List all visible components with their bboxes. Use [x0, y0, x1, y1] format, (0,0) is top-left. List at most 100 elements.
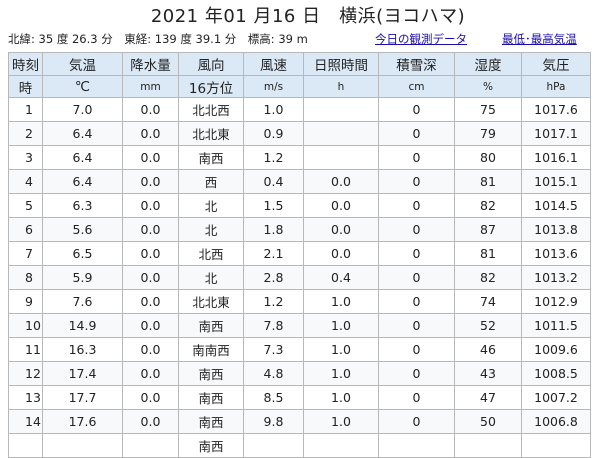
cell-sunshine — [303, 433, 379, 458]
cell-wind-direction: 北 — [178, 265, 244, 290]
cell-temperature: 7.6 — [42, 289, 123, 314]
cell-wind-speed: 1.5 — [243, 193, 304, 218]
unit-humidity: % — [454, 75, 522, 98]
cell-wind-speed: 1.2 — [243, 145, 304, 170]
table-body: 1 7.0 0.0 北北西 1.0 0 75 1017.6 2 6.4 0.0 北北東 0.9 0 79 10… — [8, 97, 591, 458]
cell-wind-direction: 南西 — [178, 361, 244, 386]
cell-sunshine: 0.0 — [303, 241, 379, 266]
cell-precipitation: 0.0 — [122, 409, 179, 434]
cell-time: 12 — [8, 361, 43, 386]
header-wind-direction: 風向 — [178, 52, 244, 76]
cell-sunshine: 1.0 — [303, 337, 379, 362]
cell-sunshine: 1.0 — [303, 313, 379, 338]
cell-snow-depth: 0 — [378, 217, 455, 242]
unit-snow-depth: cm — [378, 75, 455, 98]
cell-pressure: 1007.2 — [521, 385, 591, 410]
cell-pressure: 1014.5 — [521, 193, 591, 218]
cell-temperature: 6.4 — [42, 169, 123, 194]
cell-snow-depth: 0 — [378, 409, 455, 434]
cell-precipitation: 0.0 — [122, 265, 179, 290]
cell-pressure: 1013.8 — [521, 217, 591, 242]
table-units-row: 時 ℃ mm 16方位 m/s h cm % hPa — [8, 75, 591, 98]
cell-temperature — [42, 433, 123, 458]
cell-pressure: 1016.1 — [521, 145, 591, 170]
cell-wind-speed: 8.5 — [243, 385, 304, 410]
header-snow-depth: 積雪深 — [378, 52, 455, 76]
cell-temperature: 17.7 — [42, 385, 123, 410]
table-row: 8 5.9 0.0 北 2.8 0.4 0 82 1013.2 — [8, 265, 591, 290]
cell-sunshine: 1.0 — [303, 289, 379, 314]
cell-temperature: 14.9 — [42, 313, 123, 338]
cell-precipitation: 0.0 — [122, 289, 179, 314]
cell-snow-depth: 0 — [378, 241, 455, 266]
cell-wind-speed: 1.2 — [243, 289, 304, 314]
cell-temperature: 7.0 — [42, 97, 123, 122]
cell-humidity: 46 — [454, 337, 522, 362]
table-row: 5 6.3 0.0 北 1.5 0.0 0 82 1014.5 — [8, 193, 591, 218]
cell-precipitation: 0.0 — [122, 145, 179, 170]
cell-humidity: 50 — [454, 409, 522, 434]
cell-precipitation — [122, 433, 179, 458]
unit-time: 時 — [8, 75, 43, 98]
cell-snow-depth: 0 — [378, 337, 455, 362]
cell-wind-direction: 南西 — [178, 433, 244, 458]
todays-observation-link[interactable]: 今日の観測データ — [375, 32, 467, 46]
table-row: 12 17.4 0.0 南西 4.8 1.0 0 43 1008.5 — [8, 361, 591, 386]
cell-humidity: 43 — [454, 361, 522, 386]
table-row: 4 6.4 0.0 西 0.4 0.0 0 81 1015.1 — [8, 169, 591, 194]
cell-pressure: 1013.2 — [521, 265, 591, 290]
cell-precipitation: 0.0 — [122, 217, 179, 242]
station-info-bar: 北緯: 35 度 26.3 分 東経: 139 度 39.1 分 標高: 39 … — [0, 31, 616, 47]
min-max-temperature-link[interactable]: 最低･最高気温 — [502, 32, 577, 46]
cell-time: 3 — [8, 145, 43, 170]
cell-precipitation: 0.0 — [122, 385, 179, 410]
cell-snow-depth: 0 — [378, 121, 455, 146]
cell-sunshine: 1.0 — [303, 385, 379, 410]
cell-humidity: 79 — [454, 121, 522, 146]
unit-pressure: hPa — [521, 75, 591, 98]
cell-wind-speed: 7.8 — [243, 313, 304, 338]
cell-time: 11 — [8, 337, 43, 362]
cell-humidity: 82 — [454, 265, 522, 290]
cell-precipitation: 0.0 — [122, 169, 179, 194]
table-row: 3 6.4 0.0 南西 1.2 0 80 1016.1 — [8, 145, 591, 170]
table-header-row: 時刻 気温 降水量 風向 風速 日照時間 積雪深 湿度 気圧 — [8, 52, 591, 76]
table-row: 13 17.7 0.0 南西 8.5 1.0 0 47 1007.2 — [8, 385, 591, 410]
cell-snow-depth: 0 — [378, 265, 455, 290]
cell-humidity: 47 — [454, 385, 522, 410]
cell-precipitation: 0.0 — [122, 97, 179, 122]
table-row: 10 14.9 0.0 南西 7.8 1.0 0 52 1011.5 — [8, 313, 591, 338]
cell-time: 6 — [8, 217, 43, 242]
table-row: 南西 — [8, 433, 591, 458]
cell-pressure: 1011.5 — [521, 313, 591, 338]
cell-snow-depth: 0 — [378, 97, 455, 122]
cell-wind-speed — [243, 433, 304, 458]
table-row: 2 6.4 0.0 北北東 0.9 0 79 1017.1 — [8, 121, 591, 146]
cell-sunshine — [303, 121, 379, 146]
cell-snow-depth: 0 — [378, 169, 455, 194]
cell-humidity: 52 — [454, 313, 522, 338]
cell-pressure: 1009.6 — [521, 337, 591, 362]
table-row: 9 7.6 0.0 北北東 1.2 1.0 0 74 1012.9 — [8, 289, 591, 314]
unit-sunshine: h — [303, 75, 379, 98]
cell-wind-speed: 2.8 — [243, 265, 304, 290]
cell-precipitation: 0.0 — [122, 241, 179, 266]
cell-snow-depth: 0 — [378, 145, 455, 170]
cell-humidity: 74 — [454, 289, 522, 314]
cell-wind-direction: 南西 — [178, 145, 244, 170]
cell-time — [8, 433, 43, 458]
cell-snow-depth: 0 — [378, 361, 455, 386]
cell-humidity: 87 — [454, 217, 522, 242]
cell-pressure: 1017.1 — [521, 121, 591, 146]
cell-wind-direction: 北 — [178, 217, 244, 242]
cell-time: 4 — [8, 169, 43, 194]
table-row: 6 5.6 0.0 北 1.8 0.0 0 87 1013.8 — [8, 217, 591, 242]
header-wind-speed: 風速 — [243, 52, 304, 76]
cell-precipitation: 0.0 — [122, 313, 179, 338]
unit-temperature: ℃ — [42, 75, 123, 98]
cell-pressure: 1008.5 — [521, 361, 591, 386]
unit-precipitation: mm — [122, 75, 179, 98]
cell-time: 9 — [8, 289, 43, 314]
cell-snow-depth: 0 — [378, 289, 455, 314]
cell-temperature: 6.5 — [42, 241, 123, 266]
